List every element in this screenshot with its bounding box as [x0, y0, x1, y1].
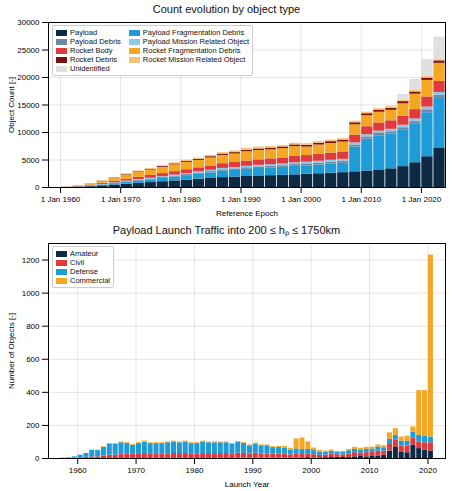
- svg-text:Reference Epoch: Reference Epoch: [216, 209, 278, 218]
- html-text:Payload Mission Related Object: Payload Mission Related Object: [142, 37, 250, 46]
- svg-text:1 Jan 1980: 1 Jan 1980: [161, 195, 201, 204]
- svg-text:1970: 1970: [127, 466, 145, 475]
- svg-text:1980: 1980: [186, 466, 204, 475]
- svg-text:15000: 15000: [17, 101, 40, 110]
- svg-text:1 Jan 1960: 1 Jan 1960: [41, 195, 81, 204]
- html-text:Payload Debris: Payload Debris: [70, 37, 121, 46]
- html-text:Amateur: Amateur: [70, 249, 99, 258]
- svg-text:200: 200: [26, 421, 40, 430]
- html-text:Rocket Mission Related Object: Rocket Mission Related Object: [142, 55, 246, 64]
- html-text:Payload Fragmentation Debris: Payload Fragmentation Debris: [142, 28, 245, 37]
- svg-text:1 Jan 1990: 1 Jan 1990: [221, 195, 261, 204]
- html-text:Payload Launch Traffic into 20: Payload Launch Traffic into 200 ≤ hₚ ≤ 1…: [112, 224, 341, 236]
- html-text:Rocket Fragmentation Debris: Rocket Fragmentation Debris: [142, 46, 241, 55]
- svg-text:Number of Objects [-]: Number of Objects [-]: [7, 313, 16, 389]
- html-text:Unidentified: Unidentified: [70, 64, 110, 73]
- svg-text:1 Jan 2000: 1 Jan 2000: [281, 195, 321, 204]
- svg-text:2020: 2020: [419, 466, 437, 475]
- svg-text:1200: 1200: [22, 256, 40, 265]
- svg-text:0: 0: [35, 183, 40, 192]
- html-text:Payload: Payload: [70, 28, 98, 37]
- svg-text:5000: 5000: [22, 156, 40, 165]
- html-text:Commercial: Commercial: [70, 276, 110, 285]
- svg-text:1 Jan 2010: 1 Jan 2010: [341, 195, 381, 204]
- svg-text:2010: 2010: [361, 466, 379, 475]
- html-text:Civil: Civil: [70, 258, 85, 267]
- svg-text:0: 0: [35, 454, 40, 463]
- svg-text:1000: 1000: [22, 289, 40, 298]
- svg-text:Launch Year: Launch Year: [225, 480, 270, 489]
- svg-text:1990: 1990: [244, 466, 262, 475]
- svg-text:25000: 25000: [17, 46, 40, 55]
- svg-text:10000: 10000: [17, 128, 40, 137]
- html-text:Rocket Body: Rocket Body: [70, 46, 113, 55]
- svg-text:1960: 1960: [69, 466, 87, 475]
- svg-text:1 Jan 1970: 1 Jan 1970: [101, 195, 141, 204]
- svg-text:800: 800: [26, 322, 40, 331]
- html-text:Rocket Debris: Rocket Debris: [70, 55, 118, 64]
- html-text:Defense: Defense: [70, 267, 98, 276]
- svg-text:600: 600: [26, 355, 40, 364]
- svg-text:30000: 30000: [17, 18, 40, 27]
- svg-text:1 Jan 2020: 1 Jan 2020: [402, 195, 442, 204]
- html-text:Count evolution by object type: Count evolution by object type: [152, 3, 301, 15]
- svg-text:400: 400: [26, 388, 40, 397]
- svg-text:20000: 20000: [17, 73, 40, 82]
- svg-text:2000: 2000: [302, 466, 320, 475]
- svg-text:Object Count [-]: Object Count [-]: [7, 77, 16, 133]
